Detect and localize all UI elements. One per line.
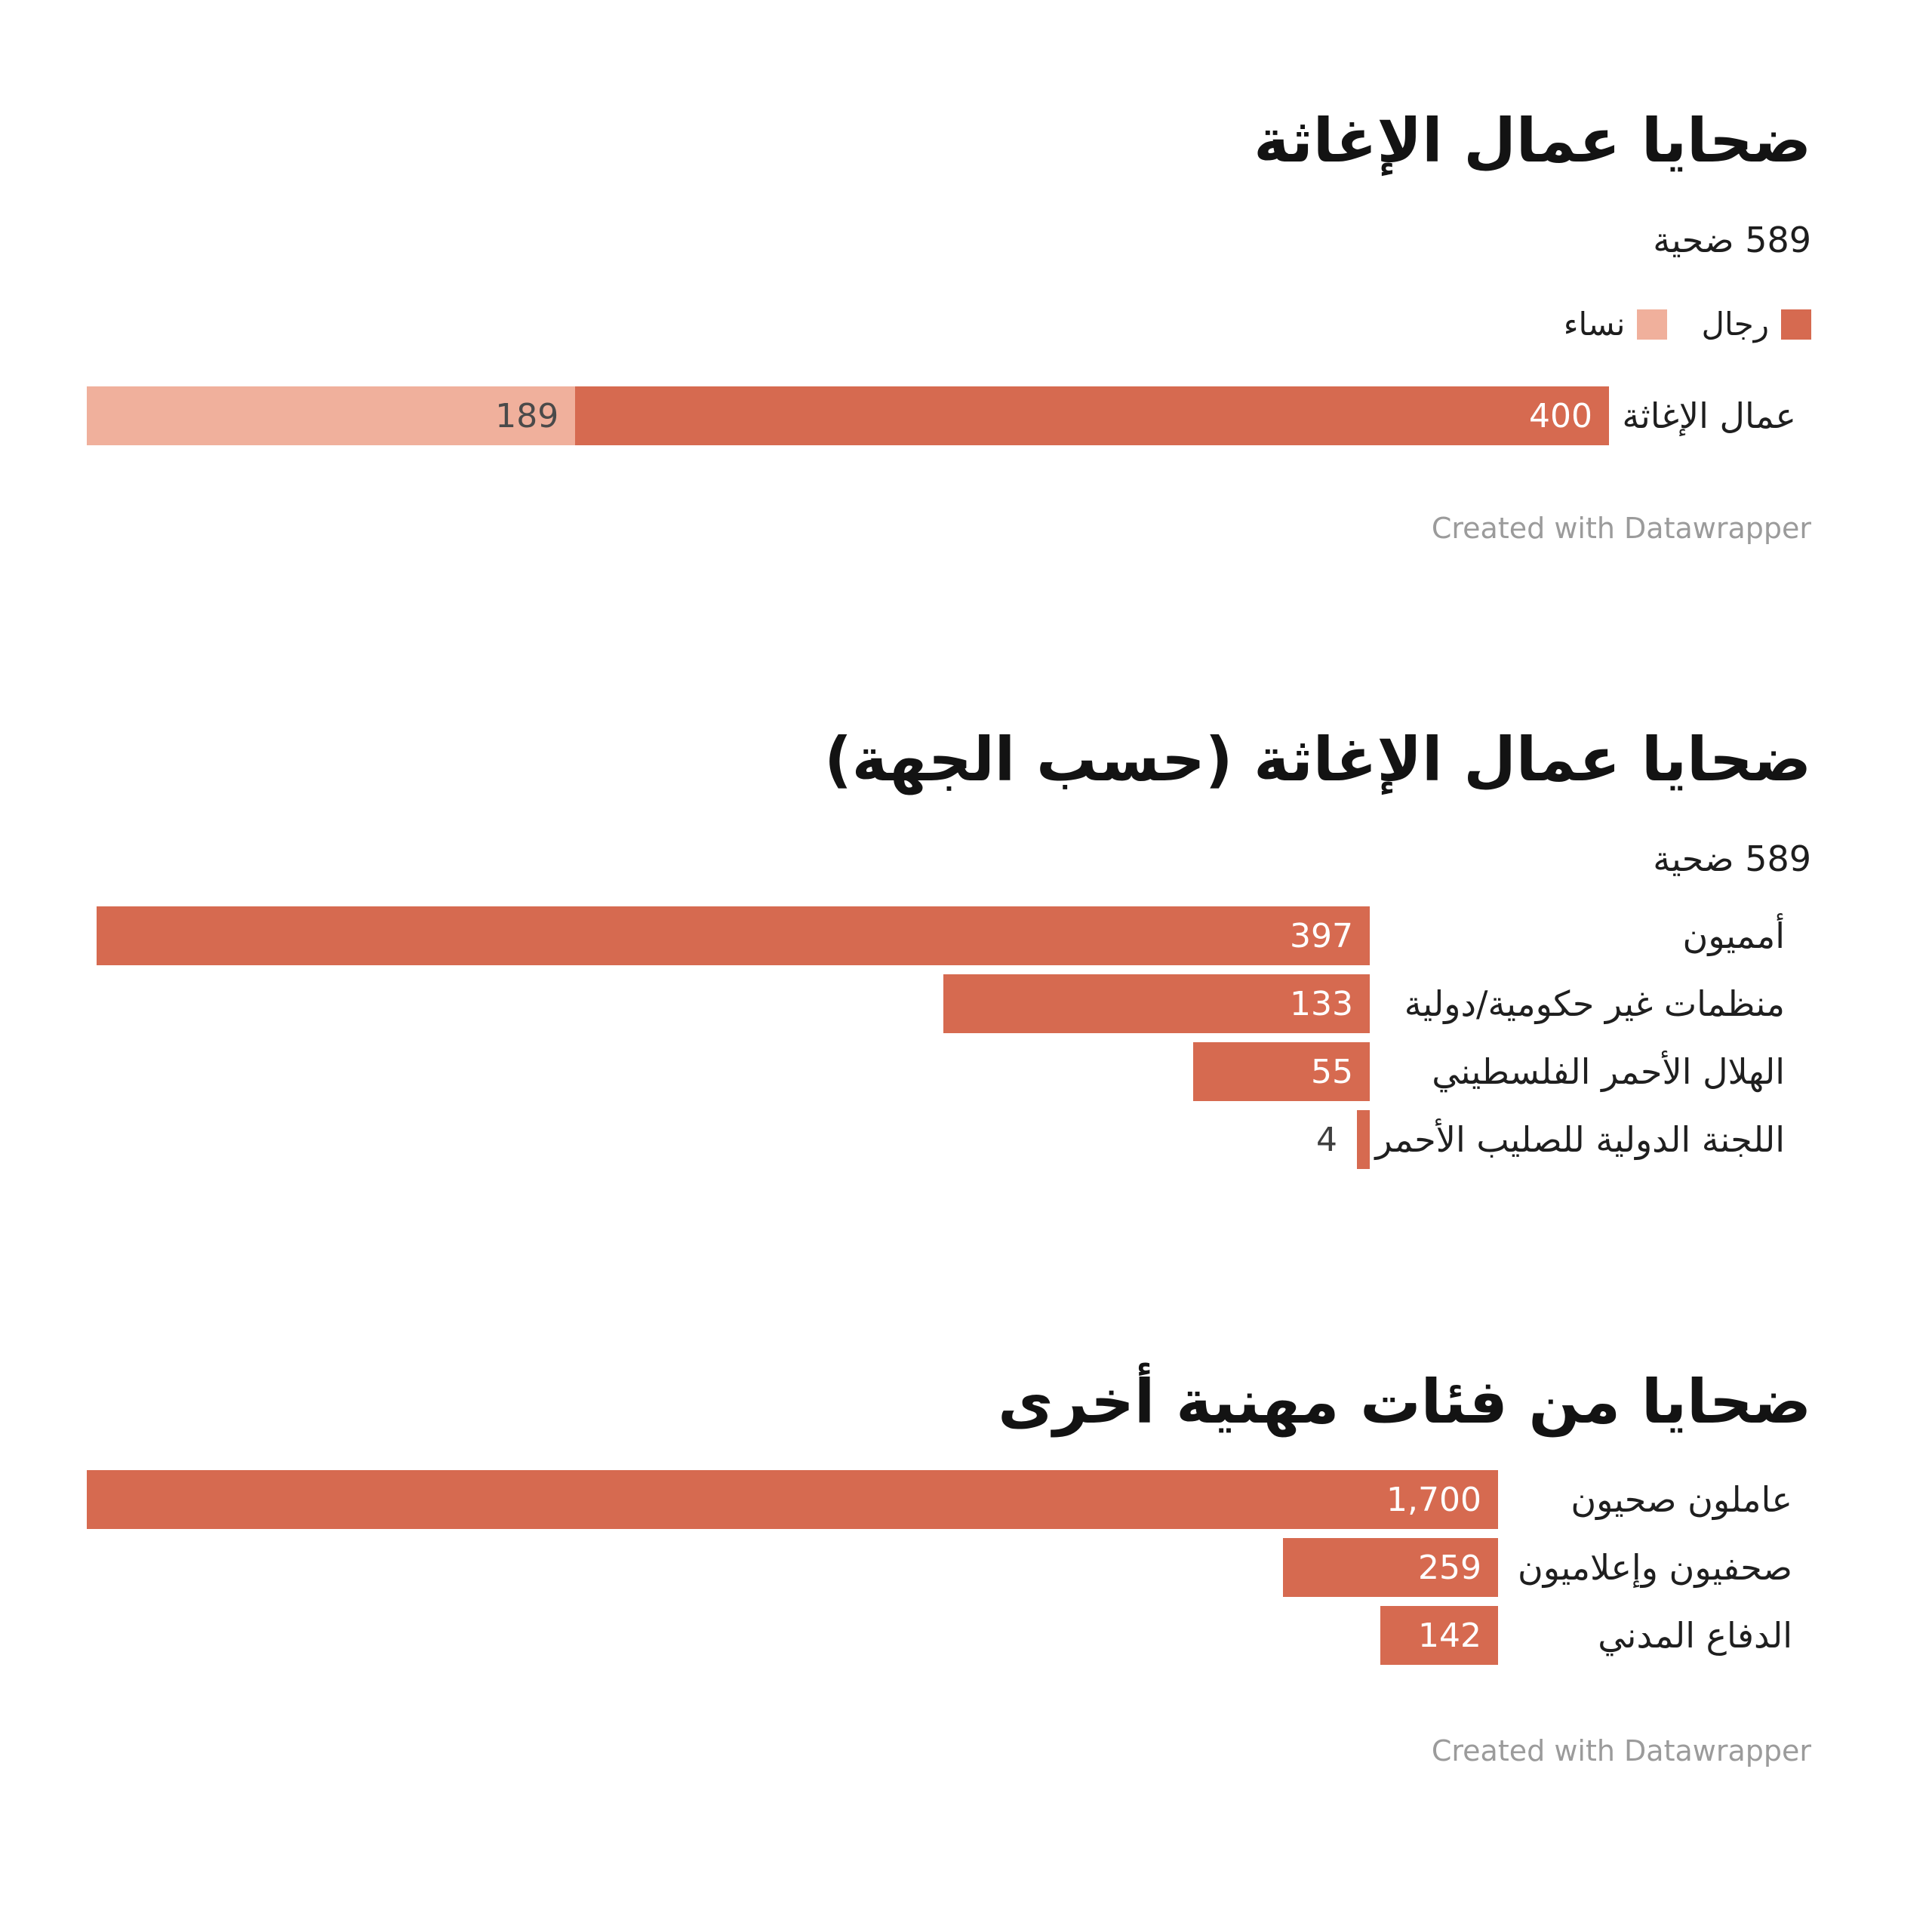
bar-row-icrc: اللجنة الدولية للصليب الأحمر 4 — [87, 1110, 1811, 1169]
legend-item-men: رجال — [1701, 306, 1811, 343]
row-label: اللجنة الدولية للصليب الأحمر — [1375, 1118, 1785, 1160]
legend-swatch-men — [1781, 309, 1811, 340]
bar-civil-defense: 142 — [1380, 1606, 1498, 1665]
bar-row-health-workers: عاملون صحيون 1,700 — [87, 1470, 1811, 1529]
datawrapper-attribution: Created with Datawrapper — [1431, 512, 1811, 545]
bar-row-journalists: صحفيون وإعلاميون 259 — [87, 1538, 1811, 1597]
legend-item-women: نساء — [1564, 306, 1668, 343]
legend-label-women: نساء — [1563, 306, 1626, 343]
row-label: عمال الإغاثة — [1622, 395, 1796, 436]
chart-title: ضحايا عمال الإغاثة — [1254, 106, 1811, 176]
row-label: صحفيون وإعلاميون — [1517, 1546, 1792, 1588]
bar-journalists: 259 — [1283, 1538, 1498, 1597]
bar-value: 1,700 — [1386, 1480, 1481, 1519]
chart-relief-workers-by-gender: ضحايا عمال الإغاثة 589 ضحية رجال نساء عم… — [87, 106, 1811, 545]
bar-ngo: 133 — [943, 974, 1370, 1033]
datawrapper-attribution: Created with Datawrapper — [1431, 1734, 1811, 1767]
row-label: الدفاع المدني — [1598, 1614, 1792, 1656]
chart-subtitle: 589 ضحية — [1653, 220, 1811, 260]
bar-health-workers: 1,700 — [87, 1470, 1498, 1529]
bar-un: 397 — [96, 906, 1370, 965]
bar-prc: 55 — [1193, 1042, 1370, 1101]
chart-title: ضحايا عمال الإغاثة (حسب الجهة) — [824, 724, 1811, 795]
row-label: الهلال الأحمر الفلسطيني — [1432, 1051, 1785, 1092]
legend: رجال نساء — [87, 306, 1811, 343]
legend-swatch-women — [1637, 309, 1668, 340]
row-label: أمميون — [1682, 915, 1785, 956]
bar-row-civil-defense: الدفاع المدني 142 — [87, 1606, 1811, 1665]
bar-icrc — [1357, 1110, 1370, 1169]
bar-value: 133 — [1290, 984, 1353, 1023]
bar-row-ngo: منظمات غير حكومية/دولية 133 — [87, 974, 1811, 1033]
chart-relief-workers-by-org: ضحايا عمال الإغاثة (حسب الجهة) 589 ضحية … — [87, 724, 1811, 1169]
bar-value: 142 — [1418, 1616, 1481, 1655]
bar-row-prc: الهلال الأحمر الفلسطيني 55 — [87, 1042, 1811, 1101]
bar-value-women: 189 — [495, 396, 559, 435]
stacked-bar: 400 189 — [87, 386, 1609, 445]
legend-label-men: رجال — [1701, 306, 1769, 343]
chart-other-professions: ضحايا من فئات مهنية أخرى عاملون صحيون 1,… — [87, 1367, 1811, 1767]
bar-value-men: 400 — [1529, 396, 1592, 435]
chart-title: ضحايا من فئات مهنية أخرى — [998, 1367, 1811, 1437]
chart-subtitle: 589 ضحية — [1653, 838, 1811, 879]
row-label: عاملون صحيون — [1571, 1478, 1792, 1520]
bar-segment-men: 400 — [575, 386, 1609, 445]
bar-row-un: أمميون 397 — [87, 906, 1811, 965]
bar-value: 259 — [1418, 1548, 1481, 1587]
row-label: منظمات غير حكومية/دولية — [1404, 983, 1785, 1024]
bar-value: 55 — [1311, 1052, 1353, 1091]
bar-segment-women: 189 — [87, 386, 576, 445]
bar-value: 4 — [1316, 1120, 1337, 1159]
bar-row-relief-workers: عمال الإغاثة 400 189 — [87, 386, 1811, 445]
bar-value: 397 — [1290, 916, 1353, 955]
